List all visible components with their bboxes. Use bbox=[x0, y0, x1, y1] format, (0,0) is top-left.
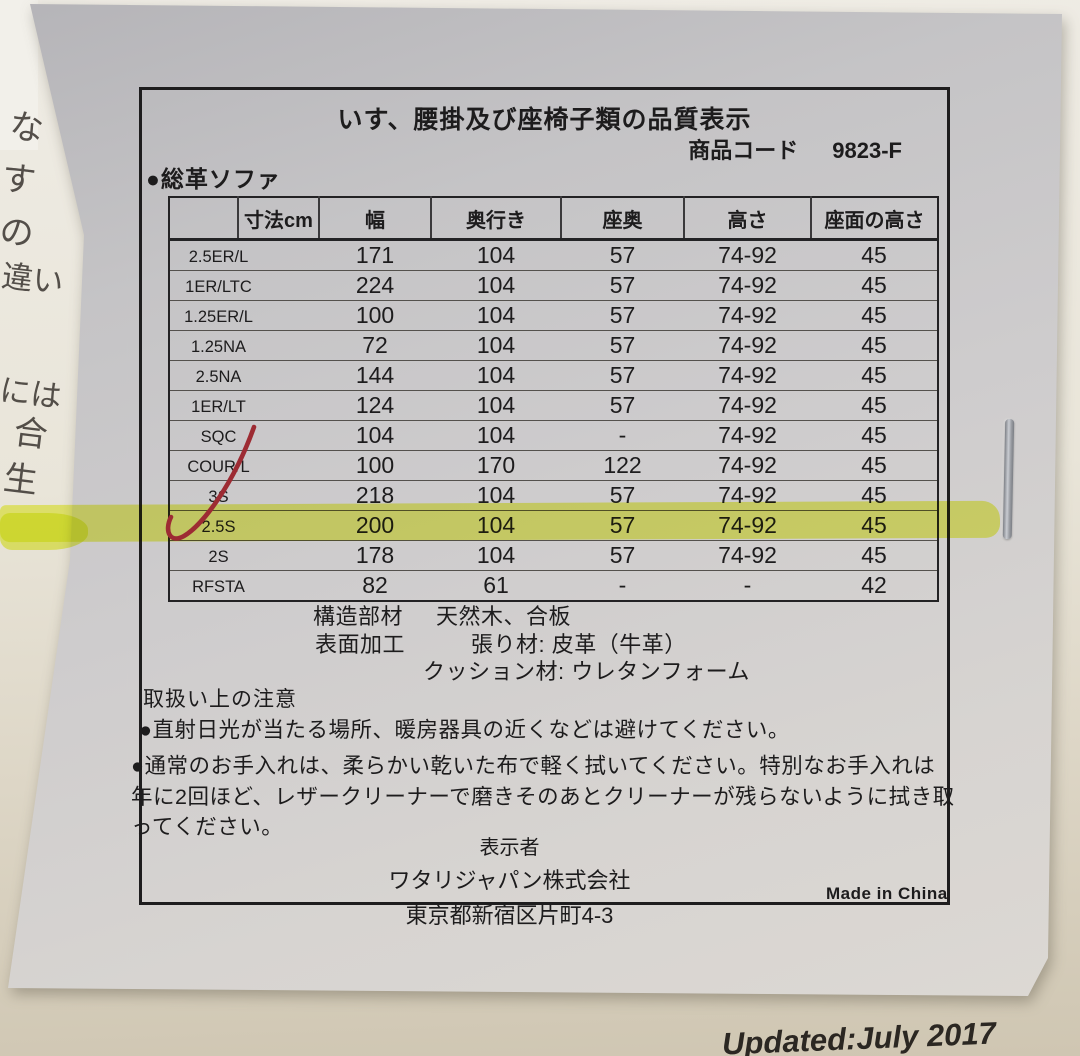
table-row: COUR/L 100 170 122 74-92 45 bbox=[169, 450, 938, 481]
column-header: 幅 bbox=[319, 197, 432, 241]
issuer-company: ワタリジャパン株式会社 bbox=[388, 868, 631, 893]
made-in-label: Made in China bbox=[826, 884, 948, 903]
issuer-heading: 表示者 bbox=[479, 837, 540, 859]
table-header-row: 寸法cm 幅 奥行き 座奥 高さ 座面の高さ bbox=[169, 197, 938, 241]
column-header: 座奥 bbox=[561, 197, 685, 241]
column-header bbox=[169, 197, 239, 241]
table-row: 1ER/LTC 224 104 57 74-92 45 bbox=[169, 270, 938, 301]
product-code-row: 商品コード 9823-F bbox=[139, 133, 950, 165]
table-row: RFSTA 82 61 - - 42 bbox=[169, 570, 938, 601]
category-heading: ●総革ソファ bbox=[146, 166, 281, 192]
material-surface: 表面加工 張り材: 皮革（牛革） bbox=[315, 632, 687, 657]
issuer-address: 東京都新宿区片町4-3 bbox=[405, 903, 614, 928]
care-note-sunlight: ●直射日光が当たる場所、暖房器具の近くなどは避けてください。 bbox=[139, 718, 790, 742]
backing-paper-corner bbox=[0, 0, 38, 150]
highlighter-mark bbox=[0, 500, 1001, 543]
issuer-block: 表示者 ワタリジャパン株式会社 東京都新宿区片町4-3 bbox=[337, 831, 682, 930]
table-row: 1.25NA 72 104 57 74-92 45 bbox=[169, 330, 938, 361]
column-header: 寸法cm bbox=[238, 197, 320, 241]
spec-table: 寸法cm 幅 奥行き 座奥 高さ 座面の高さ 2.5ER/L 171 104 5… bbox=[168, 196, 939, 602]
column-header: 高さ bbox=[684, 197, 812, 241]
material-structure: 構造部材 天然木、合板 bbox=[313, 604, 572, 629]
table-row: 1ER/LT 124 104 57 74-92 45 bbox=[169, 390, 938, 421]
care-note-cleaning: ●通常のお手入れは、柔らかい乾いた布で軽く拭いてください。特別なお手入れは 年に… bbox=[131, 754, 955, 839]
product-code-label: 商品コード bbox=[688, 138, 799, 163]
column-header: 奥行き bbox=[431, 197, 562, 241]
table-row: 2.5NA 144 104 57 74-92 45 bbox=[169, 360, 938, 391]
column-header: 座面の高さ bbox=[811, 197, 938, 241]
table-row: 2.5ER/L 171 104 57 74-92 45 bbox=[169, 239, 938, 271]
material-cushion: クッション材: ウレタンフォーム bbox=[423, 659, 750, 684]
label-title: いす、腰掛及び座椅子類の品質表示 bbox=[337, 106, 752, 134]
table-row: 1.25ER/L 100 104 57 74-92 45 bbox=[169, 300, 938, 331]
table-row: 2S 178 104 57 74-92 45 bbox=[169, 540, 938, 571]
product-code-value: 9823-F bbox=[832, 138, 902, 163]
care-heading: 取扱い上の注意 bbox=[143, 688, 297, 711]
label-border-frame bbox=[139, 87, 950, 905]
table-row: SQC 104 104 - 74-92 45 bbox=[169, 420, 938, 451]
